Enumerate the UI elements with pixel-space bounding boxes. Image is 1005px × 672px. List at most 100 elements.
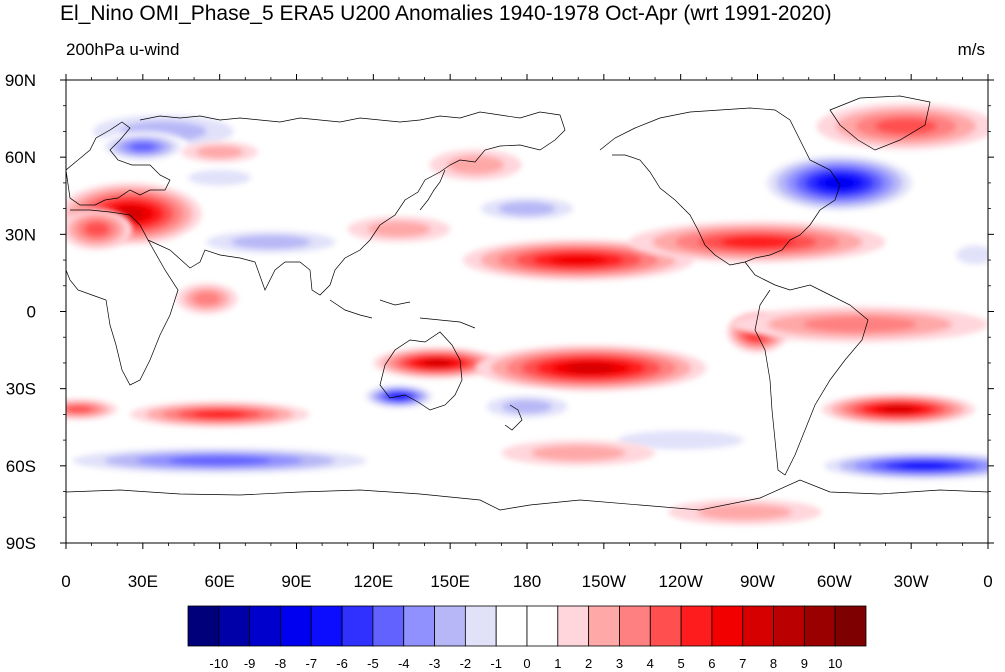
anomaly-feature xyxy=(181,141,259,163)
colorbar-label: 4 xyxy=(647,656,654,671)
anomaly-feature xyxy=(821,393,976,425)
coastline-east-asia xyxy=(139,111,566,226)
anomaly-contour xyxy=(193,291,221,306)
colorbar-box xyxy=(742,605,774,647)
colorbar-label: 9 xyxy=(801,656,808,671)
colorbar-box xyxy=(434,605,466,647)
anomaly-feature xyxy=(462,193,592,225)
lon-tick-label: 150E xyxy=(430,572,470,591)
colorbar-label: -10 xyxy=(209,656,228,671)
colorbar-box xyxy=(649,605,682,647)
anomaly-feature xyxy=(347,216,451,243)
lon-tick-label: 0 xyxy=(61,572,70,591)
anomaly-feature xyxy=(66,398,118,420)
anomaly-contour xyxy=(617,430,744,450)
colorbar-box xyxy=(834,605,867,647)
lon-tick-label: 90E xyxy=(281,572,311,591)
lat-tick-label: 30S xyxy=(6,380,36,399)
colorbar-box xyxy=(464,605,497,647)
variable-label: 200hPa u-wind xyxy=(66,40,180,59)
colorbar-label: -9 xyxy=(244,656,256,671)
coastline-africa xyxy=(66,209,179,386)
anomaly-feature xyxy=(168,164,271,191)
anomaly-contour xyxy=(423,359,451,367)
lat-tick-label: 30N xyxy=(5,225,36,244)
anomaly-feature xyxy=(66,208,133,250)
colorbar-box xyxy=(310,605,343,647)
colorbar-label: -3 xyxy=(429,656,441,671)
lon-tick-label: 0 xyxy=(983,572,992,591)
map-title: El_Nino OMI_Phase_5 ERA5 U200 Anomalies … xyxy=(60,2,832,25)
anomaly-feature xyxy=(667,499,822,525)
coastline-south-asia xyxy=(147,224,381,296)
anomaly-feature xyxy=(475,344,707,392)
anomaly-feature xyxy=(462,239,694,281)
coastline-australia xyxy=(379,331,463,411)
anomaly-contour xyxy=(367,221,431,238)
lon-tick-label: 180 xyxy=(513,572,541,591)
anomaly-feature xyxy=(629,221,886,263)
coastline-indonesia xyxy=(329,299,476,329)
coastline-greenland xyxy=(829,95,931,151)
anomaly-contour xyxy=(803,316,917,333)
anomaly-feature xyxy=(429,149,522,181)
anomaly-feature xyxy=(470,391,584,423)
anomaly-shading xyxy=(66,103,988,525)
colorbar-box xyxy=(218,605,251,647)
lat-tick-label: 90S xyxy=(6,534,36,553)
colorbar-label: -2 xyxy=(460,656,472,671)
units-label: m/s xyxy=(957,40,985,59)
colorbar-boxes xyxy=(187,605,867,647)
anomaly-contour xyxy=(196,145,244,159)
lon-tick-label: 60W xyxy=(817,572,852,591)
anomaly-contour xyxy=(84,222,110,237)
lon-tick-label: 90W xyxy=(740,572,775,591)
colorbar-box xyxy=(588,605,620,647)
anomaly-feature xyxy=(731,306,988,343)
anomaly-contour xyxy=(129,142,157,152)
anomaly-contour xyxy=(231,235,311,249)
anomaly-contour xyxy=(566,363,616,373)
axis-ticks xyxy=(60,74,994,549)
colorbar-label: 1 xyxy=(554,656,561,671)
anomaly-contour xyxy=(501,399,553,414)
anomaly-feature xyxy=(944,239,988,271)
coastline-north-america xyxy=(599,107,841,266)
colorbar-label: -4 xyxy=(398,656,410,671)
anomaly-contour xyxy=(194,410,246,419)
colorbar-label: 3 xyxy=(616,656,623,671)
colorbar-box xyxy=(249,605,281,647)
colorbar-box xyxy=(557,605,590,647)
anomaly-feature xyxy=(176,283,238,315)
coastline-antarctica xyxy=(66,479,988,511)
anomaly-contour xyxy=(697,504,792,521)
anomaly-contour xyxy=(882,405,915,413)
coastline-europe xyxy=(66,121,171,206)
colorbar-label: -5 xyxy=(367,656,379,671)
anomaly-feature xyxy=(808,450,988,482)
colorbar: -10 -9 -8 -7 -6 -5 -4 -3 -2 -1 0 1 2 3 4 5 6 7 8 9 10 xyxy=(187,605,867,671)
anomaly-contour xyxy=(530,445,626,461)
lat-tick-label: 90N xyxy=(5,71,36,90)
anomaly-contour xyxy=(447,155,505,175)
lat-tick-label: 60S xyxy=(6,457,36,476)
latitude-tick-labels: 90N 60N 30N 0 30S 60S 90S xyxy=(5,71,36,553)
anomaly-contour xyxy=(550,255,607,266)
colorbar-label: 0 xyxy=(523,656,530,671)
anomaly-feature xyxy=(96,131,189,163)
anomaly-feature xyxy=(66,445,399,477)
colorbar-box xyxy=(403,605,435,647)
colorbar-label: 2 xyxy=(585,656,592,671)
anomaly-contour xyxy=(824,177,855,189)
anomaly-feature xyxy=(816,103,988,150)
colorbar-label: 8 xyxy=(770,656,777,671)
colorbar-box xyxy=(526,605,559,647)
colorbar-label: -1 xyxy=(490,656,502,671)
colorbar-box xyxy=(680,605,713,647)
lon-tick-label: 150W xyxy=(582,572,626,591)
lon-tick-label: 120W xyxy=(658,572,702,591)
colorbar-box xyxy=(341,605,374,647)
anomaly-contour xyxy=(188,169,252,186)
lon-tick-label: 60E xyxy=(205,572,235,591)
